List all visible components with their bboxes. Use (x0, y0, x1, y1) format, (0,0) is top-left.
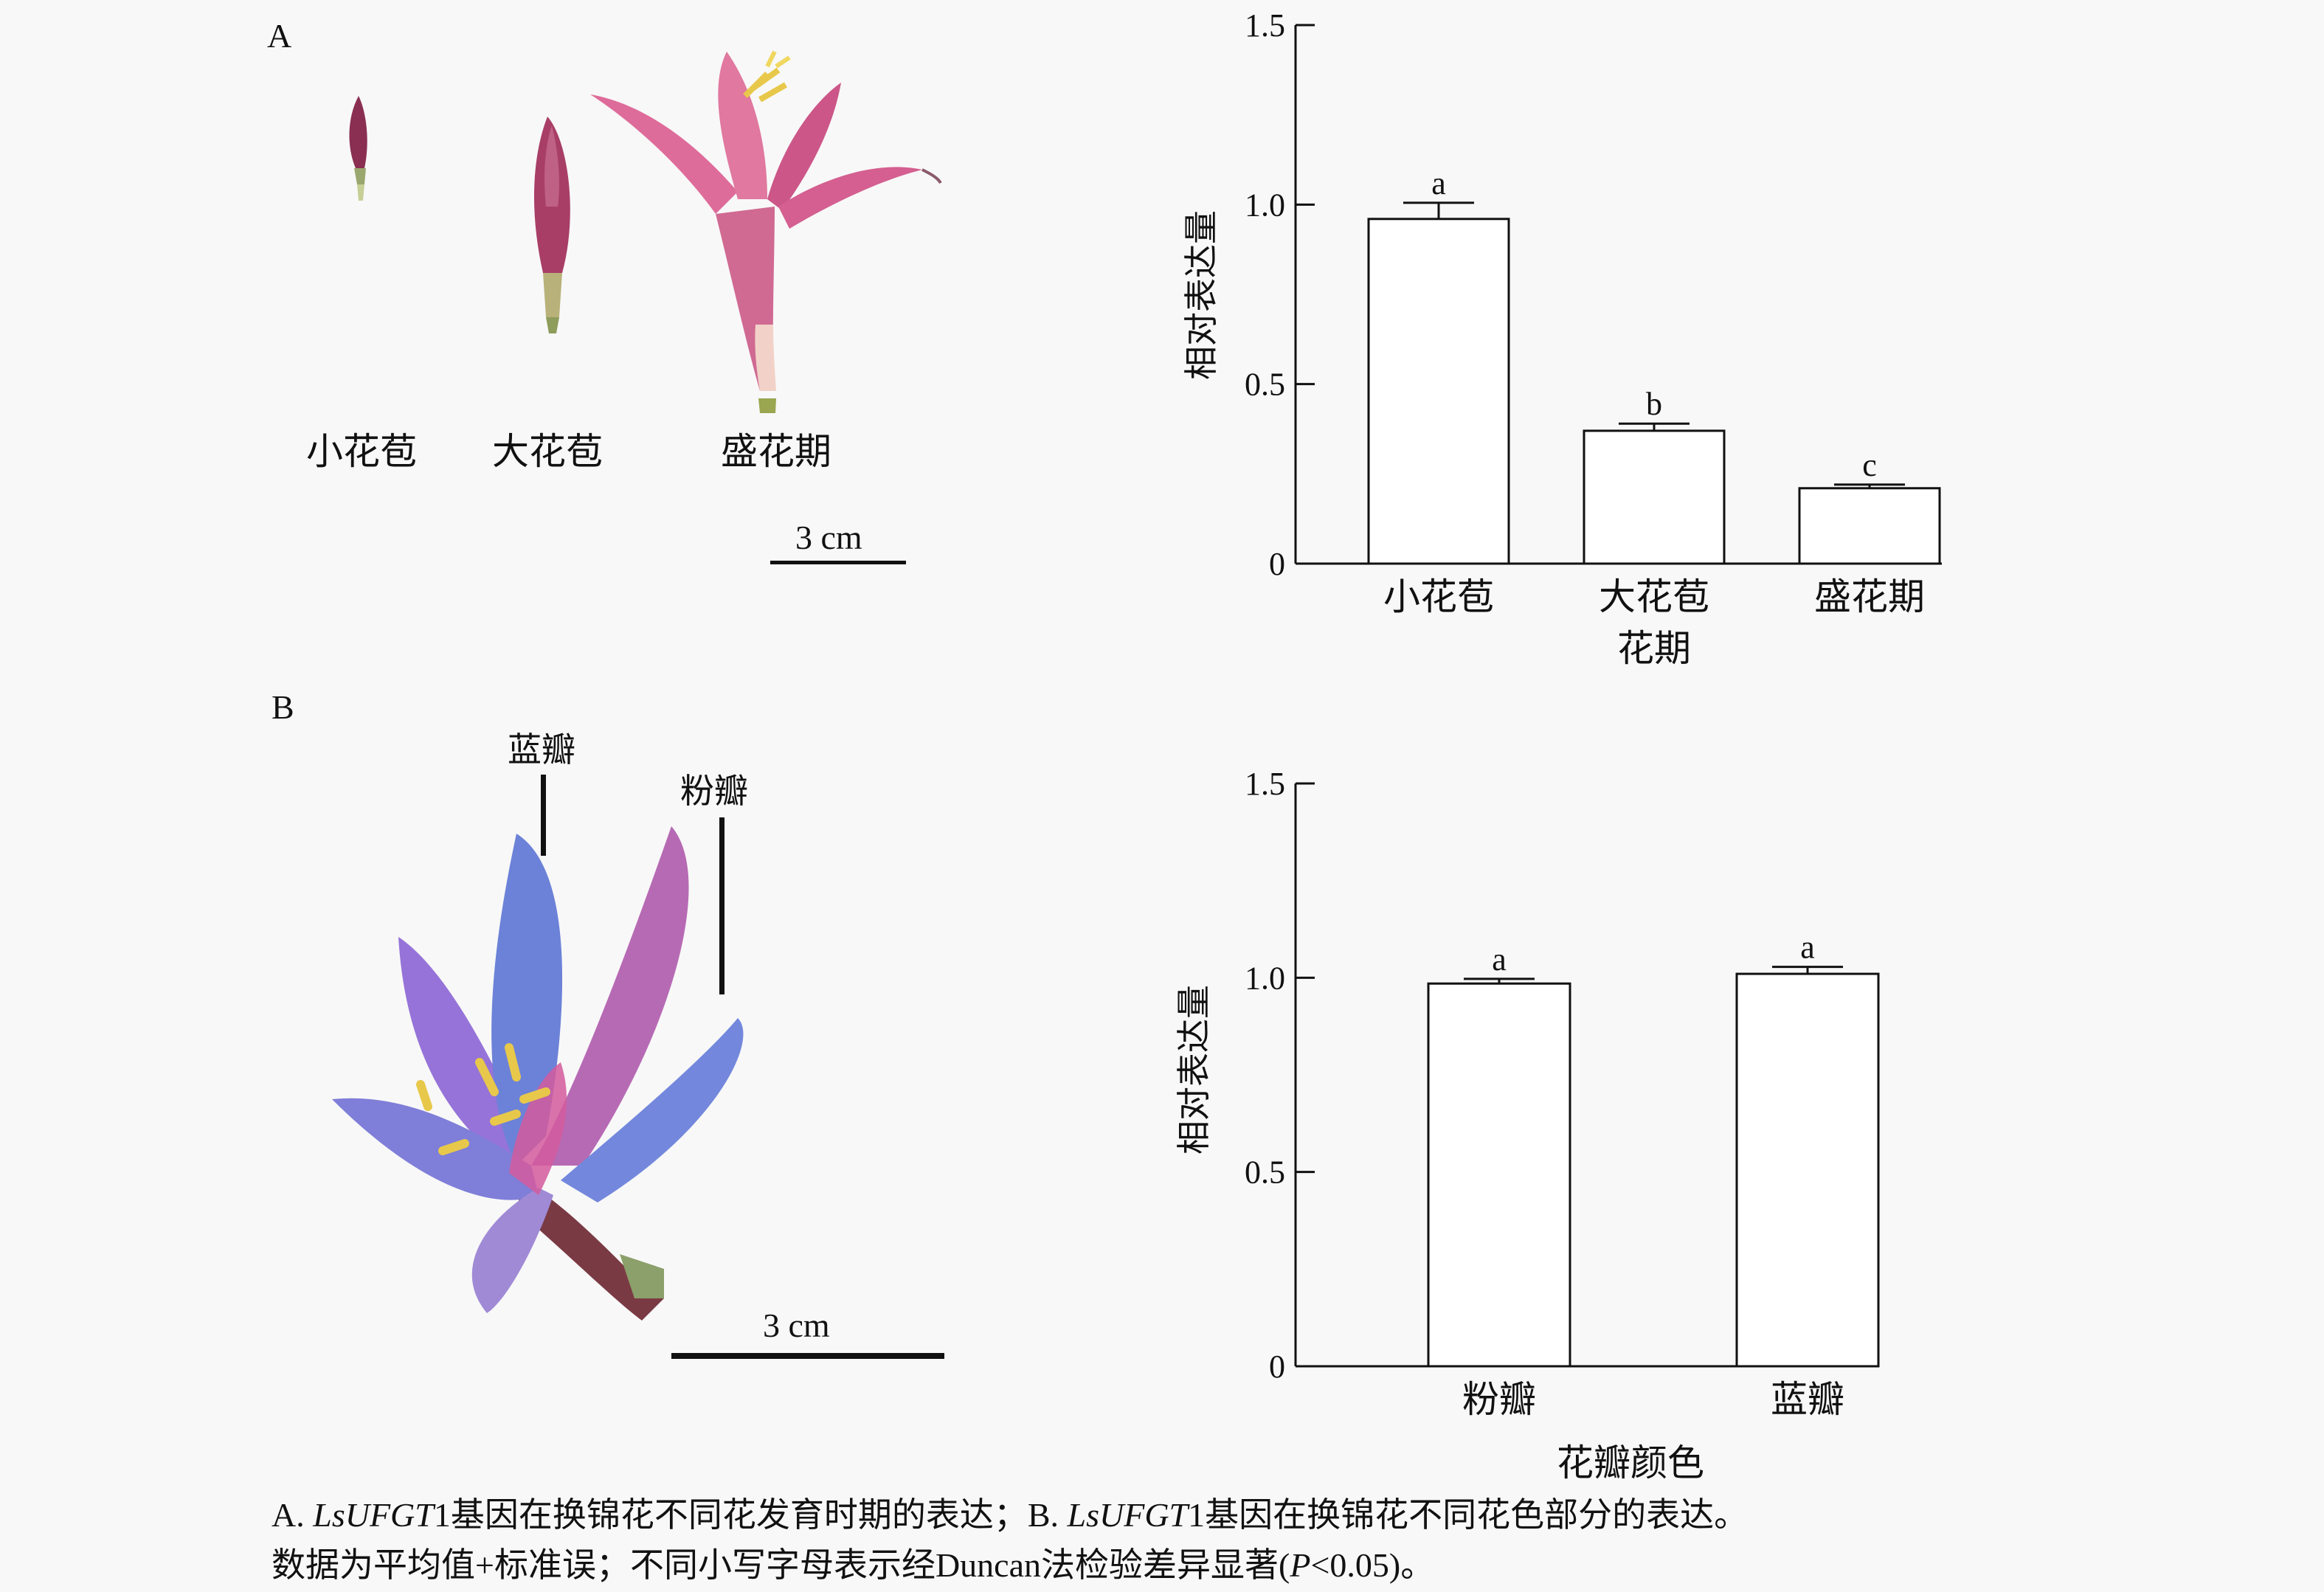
panel-a-scale-label: 3 cm (795, 519, 862, 556)
y-tick-label: 0.5 (1245, 1155, 1285, 1191)
caption-b-text: 1基因在换锦花不同花色部分的表达。 (1188, 1496, 1749, 1534)
y-tick-label: 0 (1269, 546, 1285, 582)
y-axis-label: 相对表达量 (1183, 210, 1220, 380)
caption-stats-text: 数据为平均值+标准误；不同小写字母表示经Duncan法检验差异显著( (272, 1546, 1290, 1584)
category-label: 花期 (1617, 628, 1691, 669)
significance-label: c (1862, 447, 1877, 483)
y-tick-label: 0 (1269, 1349, 1285, 1385)
stage-label-small-bud: 小花苞 (306, 430, 417, 473)
bar (1427, 982, 1571, 1368)
caption-p-symbol: P (1290, 1546, 1311, 1584)
y-tick-label: 1.5 (1245, 7, 1285, 44)
significance-label: a (1431, 165, 1446, 201)
caption-a-prefix: A. (272, 1496, 314, 1534)
significance-label: b (1646, 386, 1662, 422)
figure-caption: A. LsUFGT1基因在换锦花不同花发育时期的表达；B. LsUFGT1基因在… (272, 1490, 2190, 1591)
pink-petal-label: 粉瓣 (680, 771, 748, 811)
blue-petal-label: 蓝瓣 (508, 730, 575, 769)
category-label: 小花苞 (1383, 576, 1494, 617)
x-axis-label: 花瓣颜色 (1557, 1442, 1704, 1483)
category-label: 蓝瓣 (1771, 1379, 1844, 1420)
caption-a-gene: LsUFGT (313, 1496, 434, 1534)
blue-petal-pointer (541, 775, 546, 856)
stage-label-large-bud: 大花苞 (492, 430, 603, 473)
panel-b-scale-label: 3 cm (763, 1307, 830, 1344)
large-bud-image (533, 117, 570, 333)
significance-label: a (1800, 930, 1815, 966)
small-bud-image (349, 96, 367, 201)
bar (1367, 218, 1510, 565)
bar (1735, 972, 1880, 1368)
caption-p-rest: <0.05)。 (1310, 1546, 1435, 1584)
significance-label: a (1492, 941, 1507, 977)
caption-a-text: 1基因在换锦花不同花发育时期的表达；B. (433, 1496, 1068, 1534)
y-tick-label: 1.0 (1245, 187, 1285, 223)
bar (1583, 429, 1726, 565)
y-axis-label: 相对表达量 (1175, 985, 1213, 1155)
category-label: 盛花期 (1814, 576, 1925, 617)
pink-petal-pointer (719, 817, 724, 994)
category-label: 粉瓣 (1462, 1379, 1536, 1420)
bar (1798, 487, 1941, 565)
panel-b-flower-image (332, 826, 744, 1321)
category-label: 大花苞 (1599, 576, 1709, 617)
y-tick-label: 1.0 (1245, 960, 1285, 996)
panel-b-scale-bar (671, 1353, 944, 1359)
caption-line-1: A. LsUFGT1基因在换锦花不同花发育时期的表达；B. LsUFGT1基因在… (272, 1490, 2190, 1540)
stage-label-full-bloom: 盛花期 (721, 430, 831, 473)
panel-b-letter: B (272, 688, 294, 726)
panel-a-scale-bar (770, 561, 906, 564)
panel-a-flower-images (349, 50, 942, 413)
caption-line-2: 数据为平均值+标准误；不同小写字母表示经Duncan法检验差异显著(P<0.05… (272, 1540, 2190, 1591)
full-bloom-image (590, 50, 942, 413)
y-tick-label: 0.5 (1245, 367, 1285, 403)
panel-a-letter: A (267, 17, 292, 55)
caption-b-gene: LsUFGT (1067, 1496, 1189, 1534)
y-tick-label: 1.5 (1245, 766, 1285, 802)
